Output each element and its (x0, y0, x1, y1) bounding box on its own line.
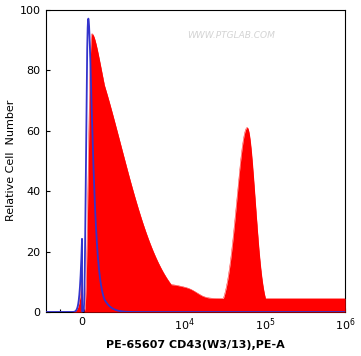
X-axis label: PE-65607 CD43(W3/13),PE-A: PE-65607 CD43(W3/13),PE-A (106, 340, 285, 350)
Y-axis label: Relative Cell  Number: Relative Cell Number (5, 100, 16, 221)
Text: WWW.PTGLAB.COM: WWW.PTGLAB.COM (187, 31, 275, 40)
